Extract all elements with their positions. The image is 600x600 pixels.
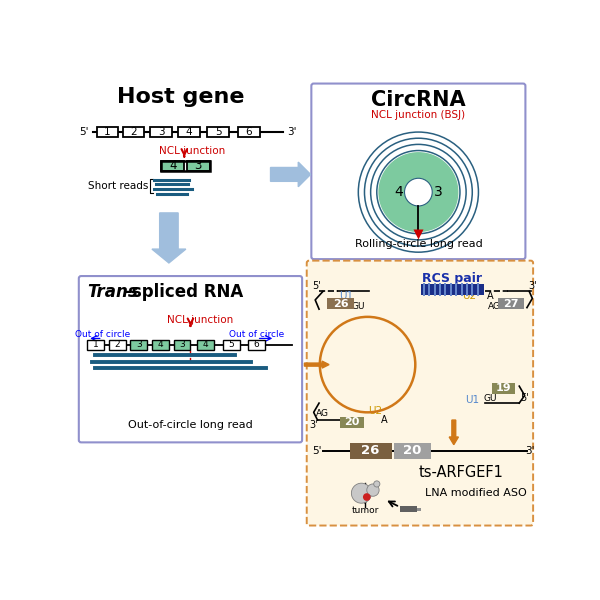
Text: Trans: Trans: [87, 283, 138, 301]
Text: 5': 5': [313, 281, 321, 291]
Text: AG: AG: [488, 302, 501, 311]
Text: NCL junction: NCL junction: [159, 146, 225, 155]
Text: 3: 3: [179, 340, 185, 349]
FancyArrow shape: [304, 361, 329, 368]
Text: Out of circle: Out of circle: [229, 330, 284, 339]
Text: 3: 3: [194, 160, 202, 172]
Bar: [340, 417, 364, 428]
FancyBboxPatch shape: [311, 83, 526, 259]
Text: NCL junction: NCL junction: [167, 315, 233, 325]
Text: 26: 26: [333, 299, 349, 309]
Text: GU: GU: [352, 302, 365, 311]
Text: 20: 20: [403, 445, 421, 457]
Bar: [238, 127, 260, 137]
Text: Rolling-circle long read: Rolling-circle long read: [355, 239, 482, 249]
Bar: [173, 340, 190, 350]
Text: 4: 4: [158, 340, 163, 349]
Bar: [400, 506, 417, 512]
Text: 3: 3: [136, 340, 142, 349]
Text: 4: 4: [169, 160, 176, 172]
Text: ts-ARFGEF1: ts-ARFGEF1: [419, 465, 504, 480]
Text: 5: 5: [229, 340, 234, 349]
Bar: [421, 284, 484, 295]
Text: 4: 4: [394, 185, 403, 199]
Text: tumor: tumor: [352, 506, 379, 515]
Text: Out-of-circle long read: Out-of-circle long read: [128, 419, 253, 430]
Text: U2: U2: [368, 406, 382, 416]
Text: 2: 2: [115, 340, 120, 349]
Bar: [152, 340, 169, 350]
Bar: [248, 340, 265, 350]
Bar: [208, 127, 229, 137]
Text: A: A: [487, 291, 493, 301]
Text: 5': 5': [312, 446, 322, 456]
Text: Short reads: Short reads: [88, 181, 148, 191]
Bar: [497, 298, 524, 309]
Text: 3': 3': [310, 419, 318, 430]
Text: -spliced RNA: -spliced RNA: [125, 283, 243, 301]
Text: U1: U1: [465, 395, 479, 405]
Text: 2: 2: [130, 127, 137, 137]
Text: 5': 5': [79, 127, 89, 137]
FancyBboxPatch shape: [79, 276, 302, 442]
Text: AG: AG: [316, 409, 329, 418]
Text: 3: 3: [158, 127, 164, 137]
Circle shape: [352, 483, 371, 503]
Text: 3': 3': [528, 281, 536, 291]
Text: 5: 5: [215, 127, 221, 137]
Text: 20: 20: [344, 418, 360, 427]
Text: 3': 3': [525, 446, 535, 456]
FancyArrow shape: [152, 213, 186, 263]
Bar: [223, 340, 240, 350]
Text: NCL junction (BSJ): NCL junction (BSJ): [371, 110, 466, 120]
Text: 1: 1: [93, 340, 98, 349]
Bar: [187, 161, 210, 172]
Bar: [161, 161, 210, 172]
Text: 4: 4: [185, 127, 192, 137]
FancyArrow shape: [271, 162, 311, 187]
Text: U1: U1: [339, 291, 353, 301]
Circle shape: [374, 481, 380, 487]
Text: 4: 4: [202, 340, 208, 349]
Bar: [417, 508, 421, 511]
Text: 27: 27: [503, 299, 518, 309]
Text: 19: 19: [496, 383, 512, 394]
Bar: [87, 340, 104, 350]
Bar: [109, 340, 126, 350]
Bar: [327, 298, 355, 309]
Text: A: A: [381, 415, 388, 425]
Circle shape: [367, 484, 379, 496]
Bar: [394, 443, 431, 458]
Bar: [130, 340, 148, 350]
FancyBboxPatch shape: [307, 260, 533, 526]
Text: 3: 3: [434, 185, 443, 199]
Text: Out of circle: Out of circle: [75, 330, 130, 339]
Circle shape: [363, 493, 371, 501]
Text: 26: 26: [361, 445, 380, 457]
Text: U2: U2: [462, 291, 476, 301]
Bar: [178, 127, 200, 137]
Text: 3': 3': [287, 127, 297, 137]
Text: 5': 5': [520, 394, 529, 403]
Text: LNA modified ASO: LNA modified ASO: [425, 488, 526, 498]
FancyArrow shape: [449, 420, 458, 445]
Bar: [151, 127, 172, 137]
Text: CircRNA: CircRNA: [371, 90, 466, 110]
Text: 1: 1: [104, 127, 110, 137]
Wedge shape: [379, 152, 458, 232]
Text: GU: GU: [483, 394, 497, 403]
Bar: [97, 127, 118, 137]
Text: 6: 6: [254, 340, 260, 349]
Bar: [197, 340, 214, 350]
Text: RCS pair: RCS pair: [422, 272, 482, 285]
Bar: [123, 127, 144, 137]
Circle shape: [404, 178, 432, 206]
Bar: [161, 161, 184, 172]
Bar: [350, 443, 392, 458]
Bar: [493, 383, 515, 394]
Text: 6: 6: [245, 127, 252, 137]
Text: Host gene: Host gene: [116, 86, 244, 107]
